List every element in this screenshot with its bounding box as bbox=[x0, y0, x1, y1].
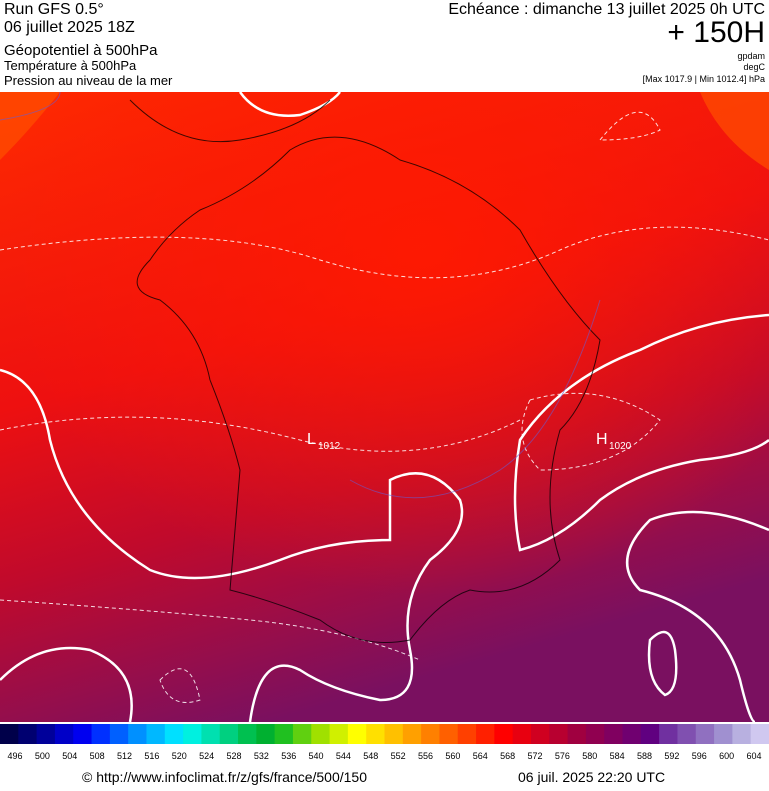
high-letter: H bbox=[596, 431, 608, 448]
color-swatch bbox=[567, 724, 587, 744]
color-swatch bbox=[659, 724, 678, 744]
unit: gpdam bbox=[737, 51, 765, 61]
color-swatch bbox=[494, 724, 514, 744]
color-bar-label: 544 bbox=[336, 751, 351, 761]
color-bar-label: 536 bbox=[281, 751, 296, 761]
color-bar-label: 572 bbox=[528, 751, 543, 761]
color-swatch bbox=[109, 724, 129, 744]
color-bar-label: 548 bbox=[363, 751, 378, 761]
color-bar-label: 556 bbox=[418, 751, 433, 761]
color-bar-label: 592 bbox=[664, 751, 679, 761]
color-swatch bbox=[695, 724, 715, 744]
color-swatch bbox=[402, 724, 422, 744]
color-swatch bbox=[421, 724, 440, 744]
color-bar: 496 500 504 508 512 516 520 524 528 532 536 540 544 5… bbox=[0, 724, 769, 761]
high-value: 1020 bbox=[609, 441, 632, 452]
field: Pression au niveau de la mer bbox=[4, 73, 173, 88]
map bbox=[0, 91, 769, 724]
color-swatch bbox=[201, 724, 221, 744]
unit: degC bbox=[743, 62, 765, 72]
color-bar-label: 516 bbox=[144, 751, 159, 761]
color-bar-label: 596 bbox=[692, 751, 707, 761]
color-swatch bbox=[91, 724, 111, 744]
color-swatch bbox=[677, 724, 697, 744]
color-swatch bbox=[750, 724, 769, 744]
color-bar-label: 512 bbox=[117, 751, 132, 761]
color-bar-label: 500 bbox=[35, 751, 50, 761]
color-bar-label: 568 bbox=[500, 751, 515, 761]
color-swatch bbox=[585, 724, 605, 744]
color-swatch bbox=[183, 724, 202, 744]
color-swatch bbox=[329, 724, 349, 744]
color-bar-label: 496 bbox=[7, 751, 22, 761]
color-bar-label: 552 bbox=[391, 751, 406, 761]
color-swatch bbox=[622, 724, 642, 744]
color-swatch bbox=[476, 724, 495, 744]
color-bar-label: 580 bbox=[582, 751, 597, 761]
color-bar-label: 584 bbox=[610, 751, 625, 761]
color-swatch bbox=[219, 724, 239, 744]
color-bar-label: 508 bbox=[90, 751, 105, 761]
color-bar-label: 504 bbox=[62, 751, 77, 761]
color-swatch bbox=[732, 724, 752, 744]
color-bar-label: 540 bbox=[309, 751, 324, 761]
color-swatch bbox=[439, 724, 459, 744]
color-swatch bbox=[640, 724, 660, 744]
run-date: 06 juillet 2025 18Z bbox=[4, 19, 135, 36]
color-swatch bbox=[238, 724, 257, 744]
color-bar-label: 588 bbox=[637, 751, 652, 761]
color-swatch bbox=[54, 724, 74, 744]
color-bar-label: 604 bbox=[746, 751, 761, 761]
valid-time: Echéance : dimanche 13 juillet 2025 0h U… bbox=[448, 1, 765, 18]
low-letter: L bbox=[307, 431, 316, 448]
source: © http://www.infoclimat.fr/z/gfs/france/… bbox=[82, 769, 367, 785]
color-swatch bbox=[146, 724, 166, 744]
color-bar-label: 520 bbox=[172, 751, 187, 761]
color-swatch bbox=[256, 724, 276, 744]
low-value: 1012 bbox=[318, 441, 341, 452]
color-swatch bbox=[714, 724, 733, 744]
color-swatch bbox=[457, 724, 477, 744]
color-swatch bbox=[347, 724, 367, 744]
color-swatch bbox=[73, 724, 93, 744]
color-bar-label: 528 bbox=[226, 751, 241, 761]
color-swatch bbox=[512, 724, 532, 744]
pressure-range: [Max 1017.9 | Min 1012.4] hPa bbox=[643, 74, 765, 84]
color-bar-label: 524 bbox=[199, 751, 214, 761]
color-swatch bbox=[0, 724, 19, 744]
color-swatch bbox=[311, 724, 331, 744]
color-swatch bbox=[164, 724, 184, 744]
color-swatch bbox=[604, 724, 624, 744]
color-swatch bbox=[128, 724, 147, 744]
color-bar-label: 564 bbox=[473, 751, 488, 761]
color-bar-label: 560 bbox=[445, 751, 460, 761]
color-bar-label: 576 bbox=[555, 751, 570, 761]
timestamp: 06 juil. 2025 22:20 UTC bbox=[518, 769, 665, 785]
color-swatch bbox=[384, 724, 404, 744]
color-swatch bbox=[292, 724, 312, 744]
color-swatch bbox=[36, 724, 56, 744]
color-swatch bbox=[366, 724, 385, 744]
field: Géopotentiel à 500hPa bbox=[4, 42, 158, 59]
run: Run GFS 0.5° bbox=[4, 1, 104, 18]
lead-time: + 150H bbox=[667, 16, 765, 49]
color-bar-label: 600 bbox=[719, 751, 734, 761]
field: Température à 500hPa bbox=[4, 58, 137, 73]
color-swatch bbox=[274, 724, 294, 744]
color-swatch bbox=[18, 724, 38, 744]
color-bar-label: 532 bbox=[254, 751, 269, 761]
color-swatch bbox=[549, 724, 569, 744]
color-swatch bbox=[530, 724, 550, 744]
